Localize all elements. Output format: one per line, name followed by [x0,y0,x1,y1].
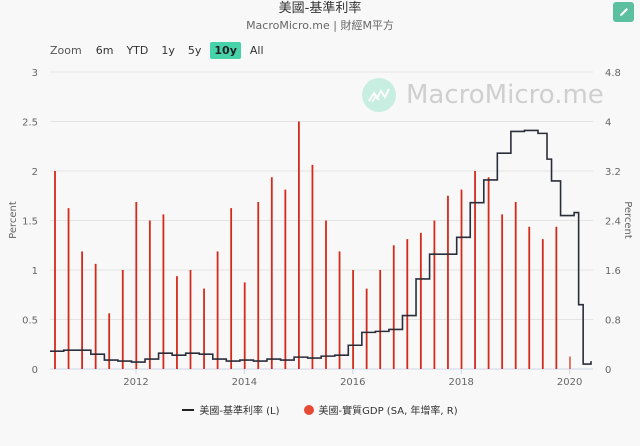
watermark: MacroMicro.me [362,78,604,112]
x-axis-ticks: 2012 2014 2016 2018 2020 [123,369,582,388]
legend-item-rate[interactable]: 美國-基準利率 (L) [182,402,280,417]
zoom-label: Zoom [50,44,82,57]
pencil-icon [619,8,628,16]
range-1y-button[interactable]: 1y [161,44,175,57]
range-all-button[interactable]: All [249,44,264,57]
svg-text:4.8: 4.8 [605,68,621,79]
legend-label-gdp: 美國-實質GDP (SA, 年增率, R) [318,406,458,417]
right-axis-ticks: 0 0.8 1.6 2.4 3.2 4 4.8 [605,68,621,376]
range-ytd-button[interactable]: YTD [126,44,149,57]
svg-text:2012: 2012 [123,377,148,388]
legend-label-rate: 美國-基準利率 (L) [199,406,280,417]
legend: 美國-基準利率 (L) 美國-實質GDP (SA, 年增率, R) [0,402,640,417]
chart-title: 美國-基準利率 [278,1,362,16]
svg-text:2016: 2016 [340,377,365,388]
left-axis-ticks: 0 0.5 1 1.5 2 2.5 3 [22,68,38,376]
svg-text:2.4: 2.4 [605,217,621,228]
svg-text:0: 0 [32,365,38,376]
svg-text:2014: 2014 [232,377,257,388]
chart-subtitle: MacroMicro.me | 財經M平方 [246,19,394,32]
svg-text:3: 3 [32,68,38,79]
dot-symbol-icon [303,404,314,415]
grid-lines [50,71,593,370]
svg-text:2020: 2020 [557,377,582,388]
svg-text:2018: 2018 [448,377,473,388]
svg-text:1.6: 1.6 [605,266,621,277]
svg-text:3.2: 3.2 [605,167,621,178]
svg-text:4: 4 [605,118,611,129]
svg-text:2: 2 [32,167,38,178]
svg-text:1.5: 1.5 [22,217,38,228]
svg-text:0: 0 [605,365,611,376]
legend-item-gdp[interactable]: 美國-實質GDP (SA, 年增率, R) [303,402,458,417]
svg-text:1: 1 [32,266,38,277]
right-axis-label: Percent [622,201,633,239]
watermark-text: MacroMicro.me [406,80,604,110]
rate-line [50,129,592,365]
macromicro-logo-icon [362,78,396,112]
svg-text:0.5: 0.5 [22,316,38,327]
gdp-bars [54,121,571,369]
range-selector: Zoom 6m YTD 1y 5y 10y All [50,42,273,59]
left-axis-label: Percent [8,201,19,239]
edit-button[interactable] [613,2,634,22]
range-5y-button[interactable]: 5y [187,44,202,57]
svg-text:0.8: 0.8 [605,316,621,327]
line-symbol-icon [182,408,195,411]
range-10y-button[interactable]: 10y [210,42,241,59]
range-6m-button[interactable]: 6m [95,44,114,57]
svg-text:2.5: 2.5 [22,118,38,129]
